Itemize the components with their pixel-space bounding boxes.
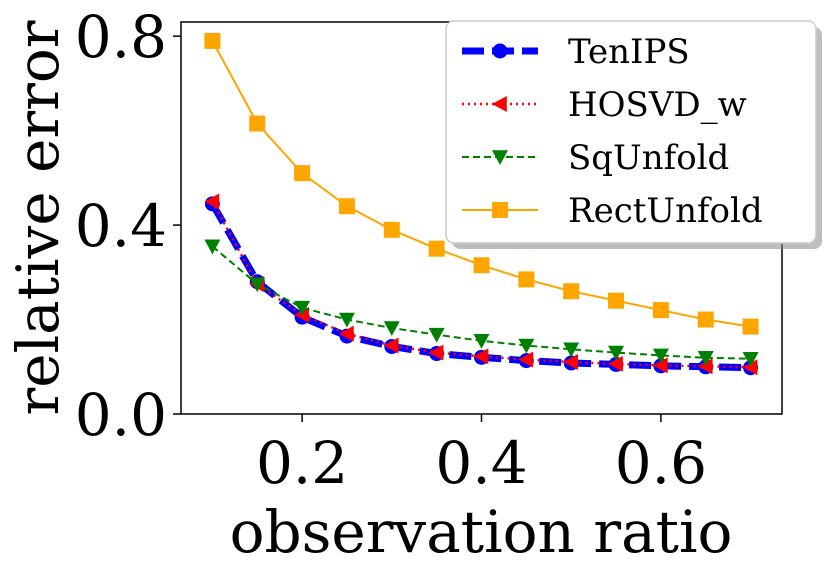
data-point-squnfold bbox=[294, 300, 311, 316]
data-point-hosvd-w bbox=[563, 354, 579, 371]
data-point-squnfold bbox=[742, 351, 759, 367]
data-point-squnfold bbox=[652, 348, 669, 364]
data-point-hosvd-w bbox=[338, 325, 354, 342]
x-tick-label: 0.6 bbox=[615, 429, 707, 497]
data-point-squnfold bbox=[338, 312, 355, 328]
data-point-squnfold bbox=[249, 277, 266, 293]
data-point-rectunfold bbox=[294, 165, 311, 182]
legend-item-hosvd-w: HOSVD_w bbox=[462, 85, 747, 125]
data-point-hosvd-w bbox=[742, 359, 758, 376]
data-point-hosvd-w bbox=[518, 351, 534, 368]
data-point-rectunfold bbox=[428, 240, 445, 257]
data-point-rectunfold bbox=[608, 292, 625, 309]
tick-layer: 0.2 0.4 0.6 0.0 0.4 0.8 bbox=[75, 3, 707, 497]
data-point-hosvd-w bbox=[652, 357, 668, 374]
legend-label: RectUnfold bbox=[568, 191, 763, 231]
legend: TenIPS HOSVD_w SqUnfold RectUnfold bbox=[445, 20, 822, 249]
series-layer bbox=[204, 32, 759, 376]
legend-swatch-marker bbox=[492, 96, 507, 112]
x-tick-label: 0.2 bbox=[256, 429, 348, 497]
data-point-squnfold bbox=[428, 327, 445, 343]
data-point-rectunfold bbox=[652, 302, 669, 319]
data-point-rectunfold bbox=[473, 257, 490, 274]
data-point-squnfold bbox=[383, 321, 400, 337]
data-point-hosvd-w bbox=[473, 348, 489, 365]
data-point-rectunfold bbox=[563, 283, 580, 300]
x-axis-label: observation ratio bbox=[230, 498, 733, 566]
y-axis-label: relative error bbox=[4, 20, 72, 415]
x-tick-label: 0.4 bbox=[435, 429, 527, 497]
data-point-rectunfold bbox=[204, 32, 221, 49]
legend-swatch-marker bbox=[492, 43, 508, 59]
data-point-rectunfold bbox=[697, 311, 714, 328]
series-rectunfold bbox=[204, 32, 759, 335]
data-point-rectunfold bbox=[249, 115, 266, 132]
data-point-hosvd-w bbox=[608, 355, 623, 372]
y-tick-label: 0.8 bbox=[75, 3, 167, 71]
data-point-squnfold bbox=[563, 342, 580, 358]
y-tick-label: 0.4 bbox=[75, 192, 167, 260]
legend-label: HOSVD_w bbox=[568, 85, 747, 125]
legend-item-squnfold: SqUnfold bbox=[462, 138, 729, 178]
data-point-hosvd-w bbox=[697, 358, 713, 375]
series-hosvd-w bbox=[204, 193, 758, 376]
data-point-squnfold bbox=[518, 338, 535, 354]
data-point-squnfold bbox=[473, 333, 490, 349]
data-point-hosvd-w bbox=[383, 337, 399, 354]
data-point-squnfold bbox=[608, 345, 625, 361]
data-point-hosvd-w bbox=[204, 193, 220, 210]
data-point-squnfold bbox=[204, 239, 221, 255]
data-point-rectunfold bbox=[338, 198, 355, 215]
y-tick-label: 0.0 bbox=[75, 381, 167, 449]
legend-item-tenips: TenIPS bbox=[462, 32, 690, 72]
data-point-hosvd-w bbox=[428, 344, 444, 361]
legend-swatch-marker bbox=[492, 202, 508, 218]
data-point-rectunfold bbox=[742, 318, 759, 335]
legend-swatch-marker bbox=[492, 150, 508, 165]
legend-entries: TenIPS HOSVD_w SqUnfold RectUnfold bbox=[462, 32, 763, 231]
legend-label: TenIPS bbox=[568, 32, 690, 72]
legend-box bbox=[445, 20, 817, 244]
data-point-rectunfold bbox=[518, 271, 535, 288]
data-point-squnfold bbox=[697, 350, 714, 366]
series-squnfold bbox=[204, 239, 759, 367]
legend-label: SqUnfold bbox=[568, 138, 729, 178]
data-point-hosvd-w bbox=[294, 306, 309, 323]
data-point-rectunfold bbox=[383, 221, 400, 238]
legend-item-rectunfold: RectUnfold bbox=[462, 191, 763, 231]
